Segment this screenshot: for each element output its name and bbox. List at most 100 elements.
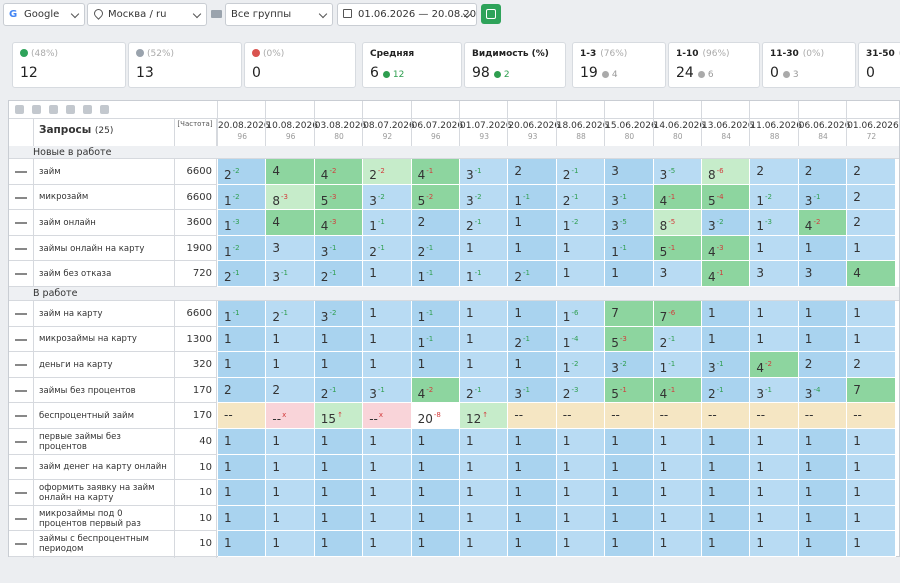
stat-value-row: 24 6 bbox=[676, 65, 752, 81]
table-tool-icon[interactable] bbox=[49, 105, 58, 114]
date-score: 92 bbox=[382, 132, 393, 141]
table-tool-icon[interactable] bbox=[83, 105, 92, 114]
position-cell: 1-1 bbox=[460, 261, 509, 287]
query-header: Запросы (25) bbox=[39, 124, 113, 136]
position: 2 bbox=[369, 244, 377, 259]
change-value: 3 bbox=[792, 70, 799, 80]
row-handle[interactable] bbox=[15, 517, 27, 520]
position: 1 bbox=[224, 434, 232, 448]
row-handle[interactable] bbox=[15, 222, 27, 225]
position-cell: 1 bbox=[847, 429, 896, 455]
position: -- bbox=[708, 408, 717, 423]
row-handle[interactable] bbox=[15, 273, 27, 276]
position: 1 bbox=[756, 485, 765, 500]
table-tool-icon[interactable] bbox=[66, 105, 75, 114]
position-cell: 1 bbox=[847, 505, 896, 532]
position: 1 bbox=[514, 306, 523, 320]
position: 4 bbox=[659, 193, 668, 208]
position: 1 bbox=[417, 485, 426, 500]
group-select[interactable]: Все группы bbox=[225, 3, 333, 26]
position: -- bbox=[272, 412, 282, 427]
position: 2 bbox=[562, 386, 571, 401]
position-change: -1 bbox=[474, 385, 482, 394]
position: 1 bbox=[320, 357, 329, 372]
position-cell: 5-3 bbox=[314, 184, 364, 211]
position: 1 bbox=[562, 240, 571, 255]
position: 1 bbox=[417, 536, 426, 551]
row-handle[interactable] bbox=[15, 492, 27, 495]
position-cell: 1 bbox=[411, 454, 460, 481]
position-cell: 5-1 bbox=[605, 377, 654, 404]
position-cell: 1 bbox=[847, 301, 896, 327]
position-cell: -- bbox=[702, 403, 751, 429]
position-cell: 2-1 bbox=[460, 210, 509, 236]
position-cell: 3-1 bbox=[363, 377, 412, 404]
row-line bbox=[9, 234, 216, 236]
position-change: -2 bbox=[232, 192, 240, 201]
position: 4 bbox=[417, 168, 426, 182]
position-cell: 1 bbox=[314, 454, 364, 481]
stat-change: 4 bbox=[601, 70, 618, 80]
position: 3 bbox=[708, 361, 716, 376]
row-handle[interactable] bbox=[15, 389, 27, 392]
stat-title: 31-50 bbox=[866, 49, 895, 59]
position-cell: 1 bbox=[750, 505, 799, 532]
row-handle[interactable] bbox=[15, 364, 27, 367]
position: 1 bbox=[224, 193, 232, 208]
table-tool-icon[interactable] bbox=[100, 105, 109, 114]
position-cell: 1 bbox=[314, 505, 364, 532]
position-cell: 3 bbox=[653, 261, 702, 287]
position-cell: 1 bbox=[460, 480, 509, 506]
position: 4 bbox=[659, 386, 668, 401]
row-line bbox=[9, 183, 216, 185]
position-cell: 3-1 bbox=[605, 184, 654, 211]
position: 1 bbox=[659, 510, 668, 525]
region-select[interactable]: Москва / ru bbox=[87, 3, 207, 26]
position-cell: 4-1 bbox=[411, 159, 460, 185]
period-text: 01.06.2026 — 20.08.2026 bbox=[358, 9, 477, 20]
position: 2 bbox=[853, 164, 861, 178]
row-handle[interactable] bbox=[15, 338, 27, 341]
position-cell: 1 bbox=[653, 531, 702, 557]
row-handle[interactable] bbox=[15, 441, 27, 443]
position: 1 bbox=[853, 485, 861, 500]
table-tool-icon[interactable] bbox=[32, 105, 41, 114]
row-handle[interactable] bbox=[15, 466, 27, 469]
position: 1 bbox=[369, 485, 377, 500]
position-cell: 1 bbox=[556, 235, 606, 262]
row-handle[interactable] bbox=[15, 543, 27, 546]
stat-title: Средняя bbox=[370, 49, 415, 59]
position: -- bbox=[659, 408, 669, 423]
change-value: 4 bbox=[611, 70, 618, 80]
position-cell: 5-3 bbox=[605, 326, 654, 353]
position: 3 bbox=[272, 270, 281, 285]
position: 1 bbox=[659, 434, 668, 448]
position: 1 bbox=[756, 536, 765, 551]
row-handle[interactable] bbox=[15, 415, 27, 418]
row-handle[interactable] bbox=[15, 247, 27, 250]
position-change: -1 bbox=[281, 269, 289, 278]
table-tool-icon[interactable] bbox=[15, 105, 24, 114]
position-cell: 1-1 bbox=[411, 261, 460, 287]
position: 2 bbox=[708, 386, 716, 401]
row-line bbox=[9, 351, 216, 353]
group-title: В работе bbox=[9, 287, 899, 301]
date-header: 20.08.2026 96 bbox=[218, 121, 270, 141]
position-cell: 1 bbox=[702, 301, 751, 327]
row-handle[interactable] bbox=[15, 196, 27, 199]
position-cell: 1-1 bbox=[218, 301, 267, 327]
stat-value: 19 bbox=[580, 65, 598, 81]
frequency: 320 bbox=[192, 359, 212, 371]
query: займ на карту bbox=[39, 308, 103, 319]
position: 1 bbox=[466, 270, 474, 285]
period-select[interactable]: 01.06.2026 — 20.08.2026 bbox=[337, 3, 477, 26]
position-cell: 1-1 bbox=[363, 210, 412, 236]
row-handle[interactable] bbox=[15, 171, 27, 173]
stat-change: 2 bbox=[493, 70, 510, 80]
export-button[interactable] bbox=[481, 4, 501, 24]
frequency: 1300 bbox=[186, 333, 212, 345]
date-score: 80 bbox=[624, 132, 635, 141]
stat-card: (0%) 0 bbox=[244, 42, 356, 88]
engine-select[interactable]: G Google bbox=[3, 3, 85, 26]
row-handle[interactable] bbox=[15, 313, 27, 315]
